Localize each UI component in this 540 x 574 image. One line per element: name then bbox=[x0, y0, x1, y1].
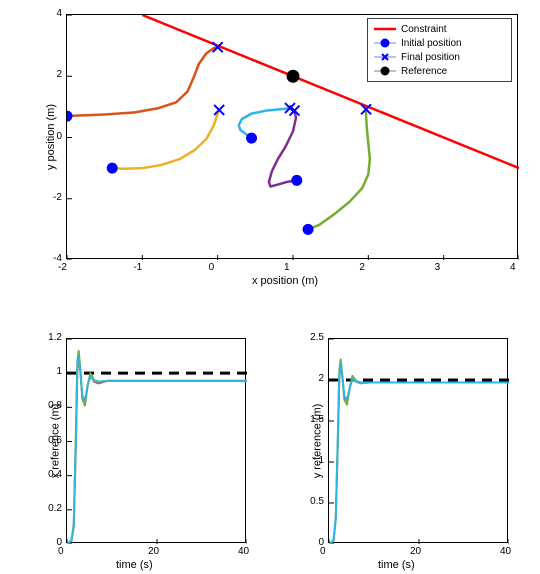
y-tick-label: 1 bbox=[56, 366, 62, 377]
legend-label: Reference bbox=[401, 66, 447, 77]
x-tick-label: 4 bbox=[510, 262, 516, 273]
y-tick-label: 2 bbox=[318, 373, 324, 384]
bottom-left-chart bbox=[66, 338, 246, 543]
legend-swatch bbox=[373, 51, 397, 63]
legend-swatch bbox=[373, 37, 397, 49]
bottom-right-chart-svg bbox=[329, 339, 509, 544]
x-tick-label: 20 bbox=[148, 546, 159, 557]
legend: Constraint Initial position Final position… bbox=[367, 18, 512, 82]
y-tick-label: 1 bbox=[318, 455, 324, 466]
x-tick-label: 1 bbox=[284, 262, 290, 273]
y-tick-label: 0.5 bbox=[310, 496, 324, 507]
y-tick-label: 0.4 bbox=[48, 469, 62, 480]
top-chart: Constraint Initial position Final position… bbox=[66, 14, 518, 259]
top-x-axis-label: x position (m) bbox=[252, 275, 318, 287]
y-tick-label: 0 bbox=[56, 537, 62, 548]
legend-label: Initial position bbox=[401, 38, 462, 49]
bottom-right-chart bbox=[328, 338, 508, 543]
legend-item: Initial position bbox=[373, 36, 506, 50]
legend-swatch bbox=[373, 65, 397, 77]
x-tick-label: 40 bbox=[500, 546, 511, 557]
x-tick-label: 40 bbox=[238, 546, 249, 557]
x-tick-label: 20 bbox=[410, 546, 421, 557]
y-tick-label: 0 bbox=[318, 537, 324, 548]
legend-item: Reference bbox=[373, 64, 506, 78]
y-tick-label: -2 bbox=[53, 192, 62, 203]
y-tick-label: 0.6 bbox=[48, 435, 62, 446]
y-tick-label: 1.2 bbox=[48, 332, 62, 343]
y-tick-label: -4 bbox=[53, 253, 62, 264]
y-tick-label: 0 bbox=[56, 131, 62, 142]
y-tick-label: 0.8 bbox=[48, 400, 62, 411]
legend-swatch bbox=[373, 23, 397, 35]
x-tick-label: 0 bbox=[209, 262, 215, 273]
y-tick-label: 0.2 bbox=[48, 503, 62, 514]
y-tick-label: 2 bbox=[56, 69, 62, 80]
y-tick-label: 2.5 bbox=[310, 332, 324, 343]
bottom-left-chart-svg bbox=[67, 339, 247, 544]
legend-label: Constraint bbox=[401, 24, 447, 35]
top-y-axis-label: y position (m) bbox=[45, 103, 57, 169]
x-tick-label: 3 bbox=[435, 262, 441, 273]
bottom-right-x-axis-label: time (s) bbox=[378, 559, 415, 571]
legend-label: Final position bbox=[401, 52, 460, 63]
y-tick-label: 1.5 bbox=[310, 414, 324, 425]
legend-item: Final position bbox=[373, 50, 506, 64]
x-tick-label: -1 bbox=[133, 262, 142, 273]
x-tick-label: 2 bbox=[359, 262, 365, 273]
legend-item: Constraint bbox=[373, 22, 506, 36]
bottom-left-x-axis-label: time (s) bbox=[116, 559, 153, 571]
y-tick-label: 4 bbox=[56, 8, 62, 19]
